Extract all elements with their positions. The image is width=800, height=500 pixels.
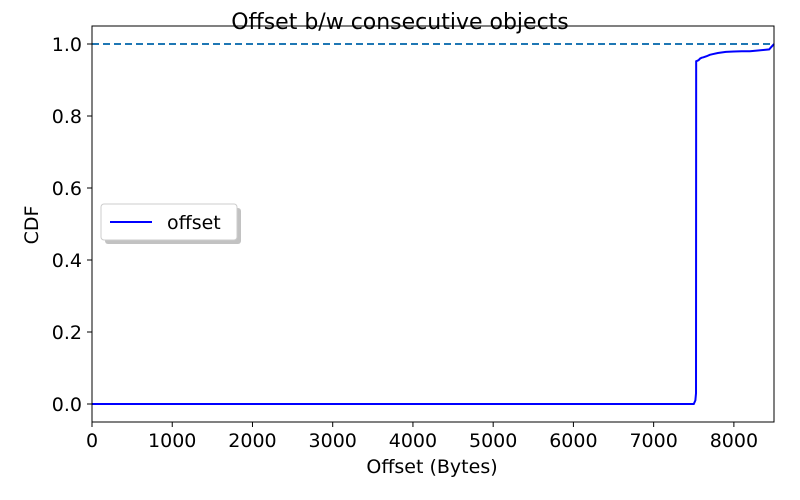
x-tick-label: 2000 — [228, 430, 276, 452]
x-tick-label: 6000 — [549, 430, 597, 452]
legend: offset — [100, 203, 241, 244]
series-line-offset — [92, 43, 775, 405]
x-tick-label: 0 — [86, 430, 98, 452]
y-tick-label: 1.0 — [52, 34, 82, 56]
x-tick-label: 8000 — [710, 430, 758, 452]
chart-title: Offset b/w consecutive objects — [231, 10, 569, 35]
x-axis-label: Offset (Bytes) — [366, 456, 497, 478]
x-tick-label: 4000 — [389, 430, 437, 452]
y-tick-label: 0.6 — [52, 178, 82, 200]
y-tick-label: 0.2 — [52, 322, 82, 344]
y-tick-label: 0.8 — [52, 106, 82, 128]
x-axis-ticks: 0 1000 2000 3000 4000 5000 6000 7000 8000 — [86, 422, 758, 452]
x-tick-label: 7000 — [629, 430, 677, 452]
y-tick-label: 0.0 — [52, 394, 82, 416]
x-tick-label: 1000 — [148, 430, 196, 452]
legend-label-offset: offset — [167, 212, 221, 234]
plot-area — [92, 43, 775, 405]
y-axis-ticks: 0.0 0.2 0.4 0.6 0.8 1.0 — [52, 34, 92, 416]
x-tick-label: 3000 — [309, 430, 357, 452]
legend-box — [100, 203, 238, 241]
axes-frame — [91, 25, 775, 423]
y-tick-label: 0.4 — [52, 250, 82, 272]
x-tick-label: 5000 — [469, 430, 517, 452]
y-axis-label: CDF — [21, 206, 43, 245]
